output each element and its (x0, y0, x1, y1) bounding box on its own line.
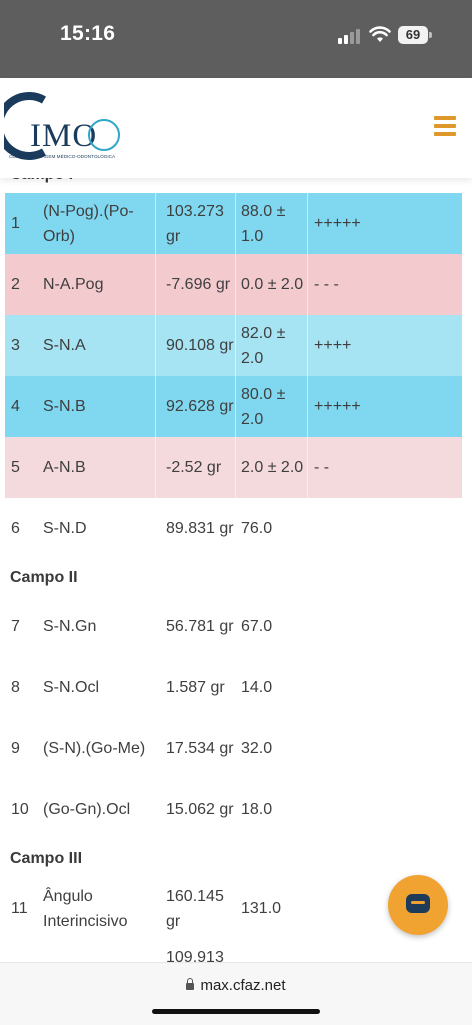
battery-level: 69 (398, 26, 428, 44)
measured-value: 92.628 gr (166, 398, 234, 415)
hamburger-menu-icon[interactable] (434, 116, 456, 138)
table-row: 5 A-N.B -2.52 gr 2.0 ± 2.0 - - (5, 437, 462, 498)
table-row: 8 S-N.Ocl 1.587 gr 14.0 (5, 657, 462, 718)
measure-name: N-A.Pog (43, 276, 104, 293)
deviation: +++++ (314, 215, 361, 232)
measured-value: 1.587 gr (166, 679, 225, 696)
measure-name (43, 939, 161, 962)
chat-button[interactable] (388, 875, 448, 935)
norm-value: 76.0 (241, 520, 273, 537)
row-number: 6 (11, 520, 20, 537)
row-number: 10 (11, 801, 29, 818)
chat-bubble-icon (406, 894, 430, 913)
table-row: 4 S-N.B 92.628 gr 80.0 ± 2.0 +++++ (5, 376, 462, 437)
norm-value: 80.0 ± 2.0 (241, 385, 286, 428)
section-campo-ii: Campo II (10, 569, 78, 586)
measure-name: S-N.Ocl (43, 679, 99, 696)
measured-value: 90.108 gr (166, 337, 234, 354)
measured-value: 89.831 gr (166, 520, 234, 537)
norm-value: 18.0 (241, 801, 273, 818)
table-row: 11 Ângulo Interincisivo 160.145 gr 131.0 (5, 878, 462, 939)
norm-value (241, 939, 309, 962)
url-text: max.cfaz.net (200, 977, 286, 994)
row-number (11, 939, 41, 962)
row-number: 8 (11, 679, 20, 696)
measure-name: S-N.B (43, 398, 86, 415)
row-number: 9 (11, 740, 20, 757)
row-number: 7 (11, 618, 20, 635)
measured-value: -2.52 gr (166, 459, 222, 476)
deviation: - - - (314, 276, 339, 293)
row-number: 1 (11, 215, 20, 232)
table-row: 1 (N-Pog).(Po-Orb) 103.273 gr 88.0 ± 1.0… (5, 193, 462, 254)
measure-name: S-N.Gn (43, 618, 97, 635)
deviation: +++++ (314, 398, 361, 415)
url-display[interactable]: max.cfaz.net (0, 977, 472, 994)
site-header: IMO CLÍNICA DE IMAGEM MÉDICO-ODONTOLÓGIC… (0, 78, 472, 178)
measure-name: (N-Pog).(Po-Orb) (43, 202, 134, 245)
svg-text:CLÍNICA DE IMAGEM MÉDICO-ODONT: CLÍNICA DE IMAGEM MÉDICO-ODONTOLÓGICA (9, 153, 116, 159)
norm-value: 82.0 ± 2.0 (241, 324, 286, 367)
cimo-logo[interactable]: IMO CLÍNICA DE IMAGEM MÉDICO-ODONTOLÓGIC… (4, 92, 129, 162)
cellular-signal-icon (338, 29, 360, 44)
table-row: 9 (S-N).(Go-Me) 17.534 gr 32.0 (5, 718, 462, 779)
row-number: 3 (11, 337, 20, 354)
measured-value: 160.145 gr (166, 887, 224, 930)
table-row: 109.913 (5, 939, 462, 962)
norm-value: 32.0 (241, 740, 273, 757)
lock-icon (186, 978, 195, 990)
row-number: 2 (11, 276, 20, 293)
norm-value: 0.0 ± 2.0 (241, 276, 304, 293)
measure-name: S-N.A (43, 337, 86, 354)
measure-name: (S-N).(Go-Me) (43, 740, 146, 757)
table-row: 3 S-N.A 90.108 gr 82.0 ± 2.0 ++++ (5, 315, 462, 376)
row-number: 4 (11, 398, 20, 415)
norm-value: 88.0 ± 1.0 (241, 202, 286, 245)
row-number: 5 (11, 459, 20, 476)
measured-value: -7.696 gr (166, 276, 231, 293)
row-number: 11 (11, 900, 28, 917)
table-row: 2 N-A.Pog -7.696 gr 0.0 ± 2.0 - - - (5, 254, 462, 315)
status-bar: 15:16 69 (0, 0, 472, 78)
deviation: - - (314, 459, 330, 476)
svg-text:IMO: IMO (30, 118, 97, 154)
measure-name: S-N.D (43, 520, 87, 537)
measure-name: Ângulo Interincisivo (43, 887, 128, 930)
deviation: ++++ (314, 337, 352, 354)
results-table: Campo I 1 (N-Pog).(Po-Orb) 103.273 gr 88… (0, 160, 472, 962)
measured-value: 15.062 gr (166, 801, 234, 818)
table-row: 10 (Go-Gn).Ocl 15.062 gr 18.0 (5, 779, 462, 840)
table-row: 6 S-N.D 89.831 gr 76.0 (5, 498, 462, 559)
table-row: 7 S-N.Gn 56.781 gr 67.0 (5, 596, 462, 657)
measured-value: 103.273 gr (166, 202, 224, 245)
browser-address-bar[interactable]: max.cfaz.net (0, 962, 472, 1025)
measure-name: A-N.B (43, 459, 86, 476)
norm-value: 2.0 ± 2.0 (241, 459, 304, 476)
norm-value: 131.0 (241, 900, 282, 917)
section-campo-iii: Campo III (10, 850, 83, 867)
battery-icon: 69 (398, 26, 432, 44)
norm-value: 14.0 (241, 679, 273, 696)
home-indicator[interactable] (152, 1009, 320, 1014)
status-time: 15:16 (60, 22, 116, 45)
measured-value: 56.781 gr (166, 618, 234, 635)
measured-value: 17.534 gr (166, 740, 234, 757)
norm-value: 67.0 (241, 618, 273, 635)
measured-value: 109.913 (166, 949, 224, 962)
measure-name: (Go-Gn).Ocl (43, 801, 131, 818)
wifi-icon (369, 26, 391, 42)
